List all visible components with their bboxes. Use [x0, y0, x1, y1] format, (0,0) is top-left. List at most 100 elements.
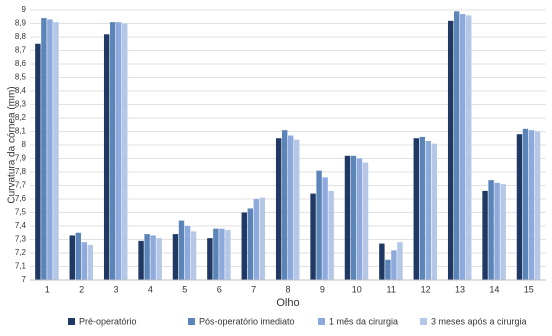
x-tick-label: 7 [251, 284, 256, 294]
bar [425, 140, 432, 280]
bar [316, 170, 322, 280]
x-axis-label: Olho [276, 297, 299, 309]
bar [322, 177, 328, 280]
bar [294, 139, 300, 280]
bar [81, 242, 88, 280]
legend-swatch [318, 318, 325, 325]
y-tick-label: 8,4 [15, 86, 27, 95]
bar [122, 23, 128, 280]
x-tick-label: 3 [113, 284, 118, 294]
y-tick-label: 8 [22, 140, 27, 149]
bar [219, 228, 225, 280]
bar [178, 220, 185, 280]
y-tick-label: 7,2 [15, 248, 27, 257]
bar [350, 155, 357, 280]
bar [259, 197, 266, 280]
bar [431, 143, 438, 280]
y-tick-label: 7,5 [15, 208, 27, 217]
bar [35, 43, 41, 280]
legend-swatch [68, 318, 75, 325]
x-tick-label: 10 [352, 284, 362, 294]
y-tick-label: 7,9 [15, 154, 27, 163]
y-tick-label: 8,1 [15, 127, 27, 136]
legend-swatch [420, 318, 427, 325]
bar [494, 182, 500, 280]
x-tick-label: 8 [285, 284, 290, 294]
bar [310, 193, 316, 280]
bar [488, 180, 494, 280]
bar [69, 235, 75, 280]
bar [87, 244, 94, 280]
bar [144, 234, 150, 280]
bar [75, 232, 81, 280]
bar [47, 19, 53, 280]
bar [41, 18, 47, 280]
bar [207, 238, 213, 280]
bar [116, 22, 122, 281]
y-tick-label: 7,1 [15, 262, 27, 271]
bar [150, 235, 156, 280]
bar [534, 131, 541, 280]
legend-label: Pós-operatório imediato [199, 316, 295, 326]
bar [184, 226, 191, 280]
bar [288, 135, 294, 280]
bar [275, 138, 282, 280]
y-tick-label: 7 [22, 275, 27, 284]
y-tick-label: 7,6 [15, 194, 27, 203]
bar [522, 128, 529, 280]
bar [500, 184, 506, 280]
bar [138, 240, 144, 280]
bar [466, 15, 472, 281]
bar [482, 190, 488, 280]
bar [356, 158, 363, 280]
bar [391, 250, 397, 280]
y-axis-label: Curvatura da córnea (mm) [7, 86, 18, 203]
bar [156, 238, 162, 280]
y-tick-label: 7,8 [15, 167, 27, 176]
legend-label: 3 meses após a cirurgia [431, 316, 527, 326]
bar [413, 138, 419, 280]
x-tick-label: 13 [455, 284, 465, 294]
bar [241, 212, 247, 280]
legend-label: Pré-operatório [79, 316, 137, 326]
bar [379, 243, 385, 280]
x-tick-label: 12 [421, 284, 431, 294]
bar [516, 134, 523, 280]
bar [362, 162, 369, 280]
bar [225, 230, 231, 280]
bar [103, 34, 110, 280]
x-tick-label: 5 [182, 284, 187, 294]
bar [190, 231, 197, 280]
x-tick-label: 2 [79, 284, 84, 294]
bar [344, 155, 351, 280]
bar [253, 199, 260, 280]
x-tick-label: 11 [387, 284, 396, 294]
y-tick-label: 8,2 [15, 113, 27, 122]
y-tick-label: 9 [22, 5, 27, 14]
bar [528, 130, 535, 280]
y-tick-label: 8,9 [15, 19, 27, 28]
y-tick-label: 8,8 [15, 32, 27, 41]
bar [453, 11, 460, 280]
bar [172, 234, 179, 280]
y-tick-label: 8,6 [15, 59, 27, 68]
bar [247, 208, 253, 280]
x-tick-label: 6 [217, 284, 222, 294]
bar [447, 20, 454, 281]
y-tick-label: 8,3 [15, 100, 27, 109]
y-tick-label: 7,7 [15, 181, 27, 190]
y-tick-label: 8,5 [15, 73, 27, 82]
bar [53, 22, 59, 281]
x-tick-label: 14 [489, 284, 499, 294]
x-tick-label: 4 [148, 284, 153, 294]
x-tick-label: 1 [45, 284, 50, 294]
bar [419, 136, 425, 280]
bar [109, 22, 116, 281]
y-tick-label: 7,4 [15, 221, 27, 230]
bar [460, 14, 466, 281]
bar [281, 130, 288, 280]
legend-label: 1 mês da cirurgia [329, 316, 398, 326]
bar [213, 228, 219, 280]
